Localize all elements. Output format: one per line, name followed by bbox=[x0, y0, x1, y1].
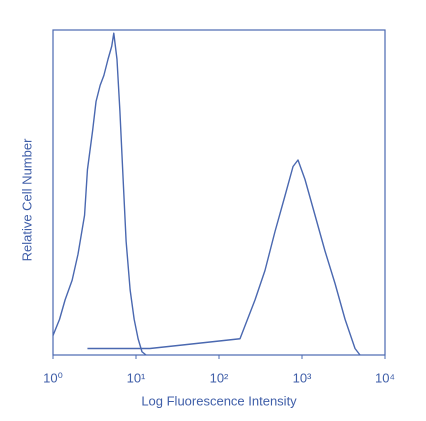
x-tick-label: 10⁰ bbox=[43, 370, 63, 385]
y-axis-label: Relative Cell Number bbox=[19, 138, 34, 261]
x-tick-label: 10³ bbox=[293, 370, 312, 385]
histogram-line bbox=[87, 159, 361, 356]
x-tick-label: 10² bbox=[210, 370, 229, 385]
x-tick-label: 10¹ bbox=[127, 370, 146, 385]
x-axis-label: Log Fluorescence Intensity bbox=[141, 393, 297, 408]
x-tick-label: 10⁴ bbox=[375, 370, 395, 385]
histogram-line bbox=[52, 32, 147, 356]
